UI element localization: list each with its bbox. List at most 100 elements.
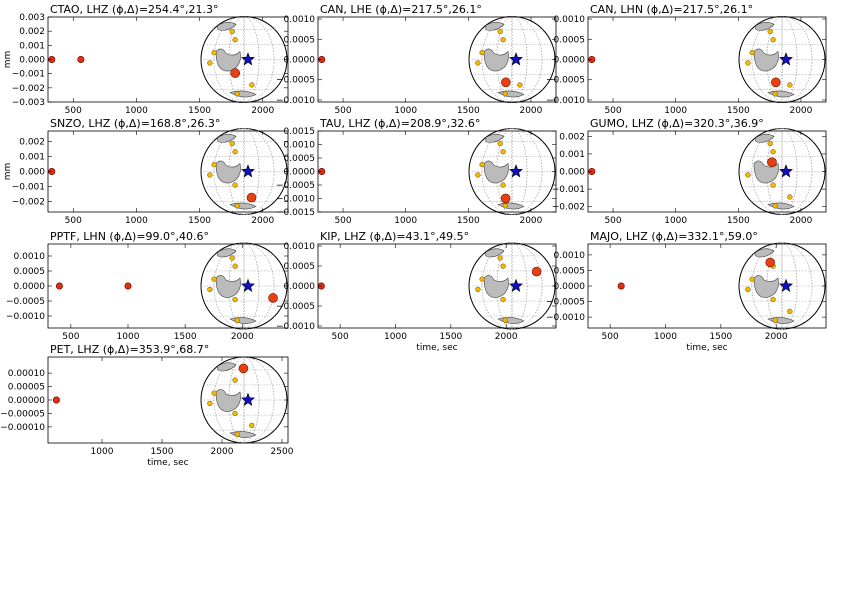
station-dot bbox=[207, 286, 213, 293]
station-dot bbox=[500, 263, 506, 269]
station-dot bbox=[479, 161, 485, 168]
asia-landmass bbox=[217, 133, 237, 143]
station-dot bbox=[500, 149, 506, 155]
australia-landmass bbox=[753, 160, 779, 184]
australia-landmass bbox=[215, 389, 241, 412]
chart-title: CAN, LHE (ϕ,Δ)=217.5°,26.1° bbox=[320, 3, 482, 16]
chart-panel-pptf-lhn: PPTF, LHN (ϕ,Δ)=99.0°,40.6° −0.0010 −0.000… bbox=[6, 230, 289, 342]
australia-landmass bbox=[753, 48, 779, 72]
station-dot bbox=[232, 149, 238, 155]
asia-landmass bbox=[217, 21, 237, 31]
station-dot bbox=[232, 182, 238, 188]
y-tick-label: 0.0000 bbox=[554, 56, 586, 66]
pick-marker bbox=[55, 282, 63, 290]
y-tick-label: 0.0000 bbox=[284, 56, 316, 66]
pick-marker bbox=[617, 282, 625, 290]
station-dot bbox=[229, 28, 235, 35]
epicenter-star-icon bbox=[241, 392, 255, 406]
x-tick-label: 1000 bbox=[654, 332, 677, 342]
station-dot bbox=[502, 317, 508, 323]
x-axis-label: time, sec bbox=[416, 343, 457, 353]
station-dot bbox=[232, 296, 238, 303]
chart-title: GUMO, LHZ (ϕ,Δ)=320.3°,36.9° bbox=[590, 117, 764, 130]
y-tick-label: 0.0005 bbox=[284, 154, 316, 164]
asia-landmass bbox=[485, 248, 505, 258]
x-tick-label: 500 bbox=[334, 106, 351, 116]
station-dot bbox=[249, 82, 255, 88]
station-dot bbox=[207, 172, 213, 178]
y-tick-label: −0.0010 bbox=[546, 313, 585, 323]
globe-map-inset bbox=[738, 242, 826, 330]
chart-panel-tau-lhz: TAU, LHZ (ϕ,Δ)=208.9°,32.6° −0.0015 −0.001… bbox=[276, 117, 557, 226]
x-tick-label: 2000 bbox=[789, 216, 812, 226]
y-axis-label: mm bbox=[3, 163, 13, 181]
station-dot bbox=[497, 255, 503, 261]
x-axis-label: time, sec bbox=[147, 458, 188, 468]
y-tick-label: 0.0000 bbox=[284, 282, 316, 292]
epicenter-star-icon bbox=[241, 164, 255, 178]
y-tick-label: −0.0005 bbox=[276, 181, 315, 191]
y-tick-label: −0.0010 bbox=[276, 195, 315, 205]
station-dot bbox=[749, 49, 755, 56]
station-dot bbox=[232, 263, 238, 269]
station-dot bbox=[787, 194, 793, 200]
y-tick-label: −0.003 bbox=[12, 98, 45, 108]
x-tick-label: 500 bbox=[604, 106, 621, 116]
asia-landmass bbox=[755, 21, 775, 31]
chart-title: CAN, LHN (ϕ,Δ)=217.5°,26.1° bbox=[590, 3, 753, 16]
y-tick-label: −0.00005 bbox=[0, 409, 45, 419]
station-dot bbox=[767, 140, 773, 147]
x-tick-label: 1000 bbox=[664, 106, 687, 116]
x-tick-label: 1500 bbox=[727, 216, 750, 226]
chart-title: SNZO, LHZ (ϕ,Δ)=168.8°,26.3° bbox=[50, 117, 220, 130]
x-tick-label: 500 bbox=[602, 332, 619, 342]
x-tick-label: 1000 bbox=[125, 216, 148, 226]
y-tick-label: −0.0015 bbox=[276, 208, 315, 218]
pick-marker bbox=[77, 55, 85, 63]
globe-meridian bbox=[481, 242, 543, 330]
selected-station-dot bbox=[230, 68, 241, 78]
station-dot bbox=[517, 82, 523, 88]
station-dot bbox=[479, 276, 485, 282]
globe-meridian bbox=[481, 16, 543, 103]
station-dot bbox=[234, 91, 240, 97]
y-tick-label: 0.0005 bbox=[284, 262, 316, 272]
y-tick-label: −0.0005 bbox=[276, 76, 315, 86]
x-tick-label: 2000 bbox=[789, 106, 812, 116]
globe-map-inset bbox=[200, 128, 288, 215]
station-dot bbox=[229, 140, 235, 147]
x-tick-label: 2000 bbox=[495, 332, 518, 342]
y-tick-label: 0.00000 bbox=[8, 396, 45, 406]
station-dot bbox=[229, 255, 235, 261]
station-dot bbox=[767, 28, 773, 35]
station-dot bbox=[770, 182, 776, 188]
station-dot bbox=[232, 37, 238, 43]
station-dot bbox=[211, 161, 217, 168]
selected-station-dot bbox=[501, 77, 511, 88]
asia-landmass bbox=[755, 133, 775, 143]
chart-panel-can-lhe: CAN, LHE (ϕ,Δ)=217.5°,26.1° −0.0010 −0.000… bbox=[276, 3, 557, 116]
chart-panel-kip-lhz: KIP, LHZ (ϕ,Δ)=43.1°,49.5° −0.0010 −0.0005… bbox=[276, 230, 557, 353]
x-tick-label: 1000 bbox=[394, 106, 417, 116]
y-tick-label: −0.0010 bbox=[6, 312, 45, 322]
globe-map-inset bbox=[200, 242, 288, 330]
y-tick-label: 0.0000 bbox=[284, 168, 316, 178]
australia-landmass bbox=[215, 160, 241, 184]
y-tick-label: 0.0010 bbox=[554, 15, 586, 25]
y-tick-label: 0.001 bbox=[19, 41, 45, 51]
asia-landmass bbox=[485, 21, 505, 31]
station-dot bbox=[475, 60, 481, 66]
y-tick-label: 0.001 bbox=[559, 150, 585, 160]
australia-landmass bbox=[483, 48, 509, 72]
x-tick-label: 1500 bbox=[439, 332, 462, 342]
x-axis-label: time, sec bbox=[686, 343, 727, 353]
epicenter-star-icon bbox=[509, 164, 523, 178]
x-tick-label: 500 bbox=[334, 216, 351, 226]
epicenter-star-icon bbox=[241, 278, 255, 292]
chart-title: TAU, LHZ (ϕ,Δ)=208.9°,32.6° bbox=[319, 117, 480, 130]
x-tick-label: 500 bbox=[332, 332, 349, 342]
y-tick-label: 0.002 bbox=[559, 132, 585, 142]
y-tick-label: −0.001 bbox=[12, 70, 45, 80]
station-dot bbox=[211, 390, 217, 396]
chart-panel-pet-lhz: PET, LHZ (ϕ,Δ)=353.9°,68.7° −0.00010 −0.00… bbox=[0, 343, 293, 468]
